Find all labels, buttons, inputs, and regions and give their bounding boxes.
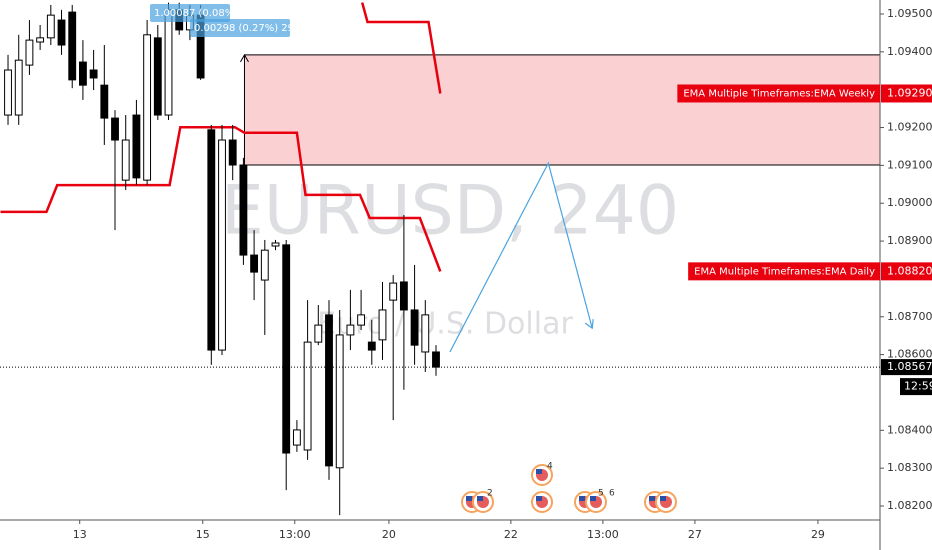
event-flag-blue (536, 469, 542, 474)
y-tick-label: 1.09500 (887, 7, 932, 20)
event-count: 2 (487, 489, 493, 499)
candle-body (303, 341, 312, 451)
price-label-name: EMA Multiple Timeframes:EMA Weekly (683, 88, 875, 99)
candle-body (378, 309, 387, 341)
candle-body (282, 244, 291, 454)
candle-body (4, 69, 12, 116)
zone (244, 54, 880, 166)
price-label-bg (677, 84, 880, 103)
candle-body (218, 139, 226, 351)
candle-body (36, 37, 45, 43)
candle-body (260, 249, 269, 281)
projection-line (449, 161, 593, 353)
event-flag-blue (649, 496, 655, 501)
candle-body (292, 429, 301, 446)
current-price-label: 1.08567 (887, 360, 932, 373)
candle-body (46, 14, 55, 39)
x-tick-label: 13:00 (279, 528, 311, 541)
y-tick-label: 1.08400 (887, 423, 932, 436)
y-tick-label: 1.09400 (887, 45, 932, 58)
candle-body (25, 39, 34, 66)
candle-body (68, 11, 77, 81)
x-tick-label: 22 (504, 528, 518, 541)
ema-line (360, 2, 442, 94)
candle-body (346, 324, 355, 336)
y-tick-label: 1.09100 (887, 158, 932, 171)
candle-body (239, 164, 248, 256)
candle-body (153, 37, 162, 116)
arrow-head (240, 53, 249, 63)
event-flag-blue (477, 496, 483, 501)
countdown-tag (900, 378, 932, 396)
candle-body (271, 242, 280, 247)
event-flag-blue (660, 496, 666, 501)
x-tick-label: 13 (73, 528, 87, 541)
price-tag (881, 84, 932, 103)
candle-body (399, 281, 408, 311)
candle-body (111, 117, 119, 141)
price-label: EMA Multiple Timeframes:EMA Weekly 1.0929… (677, 84, 932, 103)
candle-body (432, 351, 440, 368)
candle-body (132, 114, 141, 179)
candle-body (250, 254, 259, 273)
x-tick-label: 13:00 (587, 528, 619, 541)
event-flag-blue (590, 496, 596, 501)
projection-head (584, 319, 594, 330)
y-tick-label: 1.08900 (887, 234, 932, 247)
y-tick-label: 1.08200 (887, 499, 932, 512)
candle-body (164, 9, 173, 116)
watermark-title: EURUSD, 240 (221, 172, 679, 251)
candle-body (314, 324, 323, 343)
price-tag (881, 262, 932, 281)
candle-body (89, 69, 98, 79)
current-price-tag (881, 359, 932, 376)
y-tick-label: 1.08700 (887, 310, 932, 323)
event-count: 6 (609, 489, 615, 499)
price-label-name: EMA Multiple Timeframes:EMA Daily (694, 266, 875, 277)
candle-body (207, 129, 216, 351)
candle-body (389, 282, 398, 301)
tooltip-bg (190, 19, 290, 37)
candle-body (100, 84, 109, 119)
candle-body (421, 314, 430, 353)
x-tick-label: 29 (811, 528, 825, 541)
tooltip-text: 1.00087 (0.08%) 8.7 (154, 8, 257, 19)
tooltip-bg (150, 4, 230, 22)
candle-body (14, 59, 23, 116)
candle-body (228, 139, 237, 166)
candle-body (143, 34, 152, 181)
price-tag-label: 1.09290 (887, 86, 932, 99)
candle-body (121, 139, 130, 181)
candle-body (410, 309, 419, 346)
ema-line (0, 125, 442, 272)
y-tick-label: 1.09200 (887, 121, 932, 134)
x-tick-label: 20 (382, 528, 396, 541)
candle-body (367, 341, 376, 351)
y-tick-label: 1.09000 (887, 196, 932, 209)
event-flag-blue (579, 496, 585, 501)
event-count: 4 (547, 462, 553, 472)
price-tag-label: 1.08820 (887, 264, 932, 277)
event-flag-blue (536, 496, 542, 501)
watermark-subtitle: Euro / U.S. Dollar (317, 307, 573, 342)
candle-body (357, 314, 366, 326)
x-tick-label: 15 (196, 528, 210, 541)
x-tick-label: 27 (688, 528, 702, 541)
candle-body (325, 314, 333, 467)
candle-body (57, 19, 66, 46)
price-label-bg (688, 262, 880, 281)
countdown-label: 12:59 (904, 380, 932, 393)
event-flag-blue (466, 496, 472, 501)
event-count: 5 (598, 489, 604, 499)
y-tick-label: 1.08600 (887, 348, 932, 361)
candle-body (335, 334, 344, 469)
candle-body (78, 61, 87, 86)
tooltip-text: 0.00298 (0.27%) 29.8 (194, 23, 304, 34)
price-label: EMA Multiple Timeframes:EMA Daily 1.08820 (688, 262, 932, 281)
y-tick-label: 1.08300 (887, 461, 932, 474)
